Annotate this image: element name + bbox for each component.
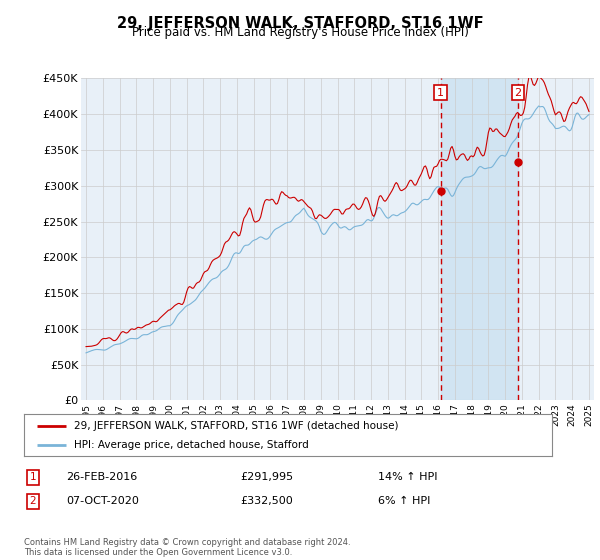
Text: 07-OCT-2020: 07-OCT-2020 (66, 496, 139, 506)
Text: 29, JEFFERSON WALK, STAFFORD, ST16 1WF (detached house): 29, JEFFERSON WALK, STAFFORD, ST16 1WF (… (74, 421, 398, 431)
Text: 2: 2 (514, 88, 521, 97)
Text: 29, JEFFERSON WALK, STAFFORD, ST16 1WF: 29, JEFFERSON WALK, STAFFORD, ST16 1WF (116, 16, 484, 31)
Text: 14% ↑ HPI: 14% ↑ HPI (378, 472, 437, 482)
Text: HPI: Average price, detached house, Stafford: HPI: Average price, detached house, Staf… (74, 440, 309, 450)
Text: 6% ↑ HPI: 6% ↑ HPI (378, 496, 430, 506)
Bar (440, 78, 518, 400)
Text: £291,995: £291,995 (240, 472, 293, 482)
Text: £332,500: £332,500 (240, 496, 293, 506)
Text: Price paid vs. HM Land Registry's House Price Index (HPI): Price paid vs. HM Land Registry's House … (131, 26, 469, 39)
Text: Contains HM Land Registry data © Crown copyright and database right 2024.
This d: Contains HM Land Registry data © Crown c… (24, 538, 350, 557)
Text: 1: 1 (437, 88, 444, 97)
Text: 1: 1 (29, 472, 37, 482)
Text: 2: 2 (29, 496, 37, 506)
Text: 26-FEB-2016: 26-FEB-2016 (66, 472, 137, 482)
